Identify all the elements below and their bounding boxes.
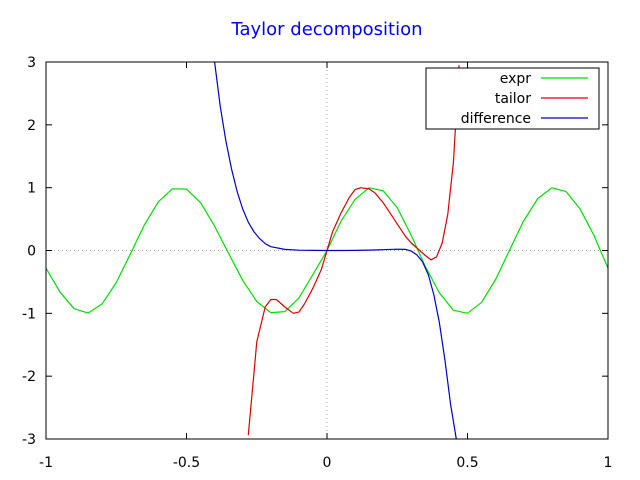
series-group [46,62,608,439]
tick-group: -1 -0.5 0 0.5 1 -3 -2 -1 0 1 2 3 [22,55,612,471]
plot-frame [45,61,609,440]
legend-label-tailor: tailor [495,91,531,107]
series-line-difference [214,62,457,439]
x-tick-label: -1 [39,455,53,471]
y-tick-label: 1 [27,181,36,197]
x-tick-label: 1 [604,455,613,471]
legend-label-expr: expr [500,71,532,87]
y-tick-label: -2 [22,369,36,385]
chart-title: Taylor decomposition [230,19,422,40]
x-tick-label: -0.5 [173,455,200,471]
y-tick-label: -1 [22,306,36,322]
y-tick-label: 2 [27,118,36,134]
y-tick-label: -3 [22,432,36,448]
y-tick-label: 3 [27,55,36,71]
legend-label-difference: difference [461,111,531,127]
y-tick-label: 0 [27,244,36,260]
series-line-tailor [247,65,460,436]
legend: expr tailor difference [425,67,600,130]
x-tick-label: 0 [323,455,332,471]
x-tick-label: 0.5 [456,455,478,471]
